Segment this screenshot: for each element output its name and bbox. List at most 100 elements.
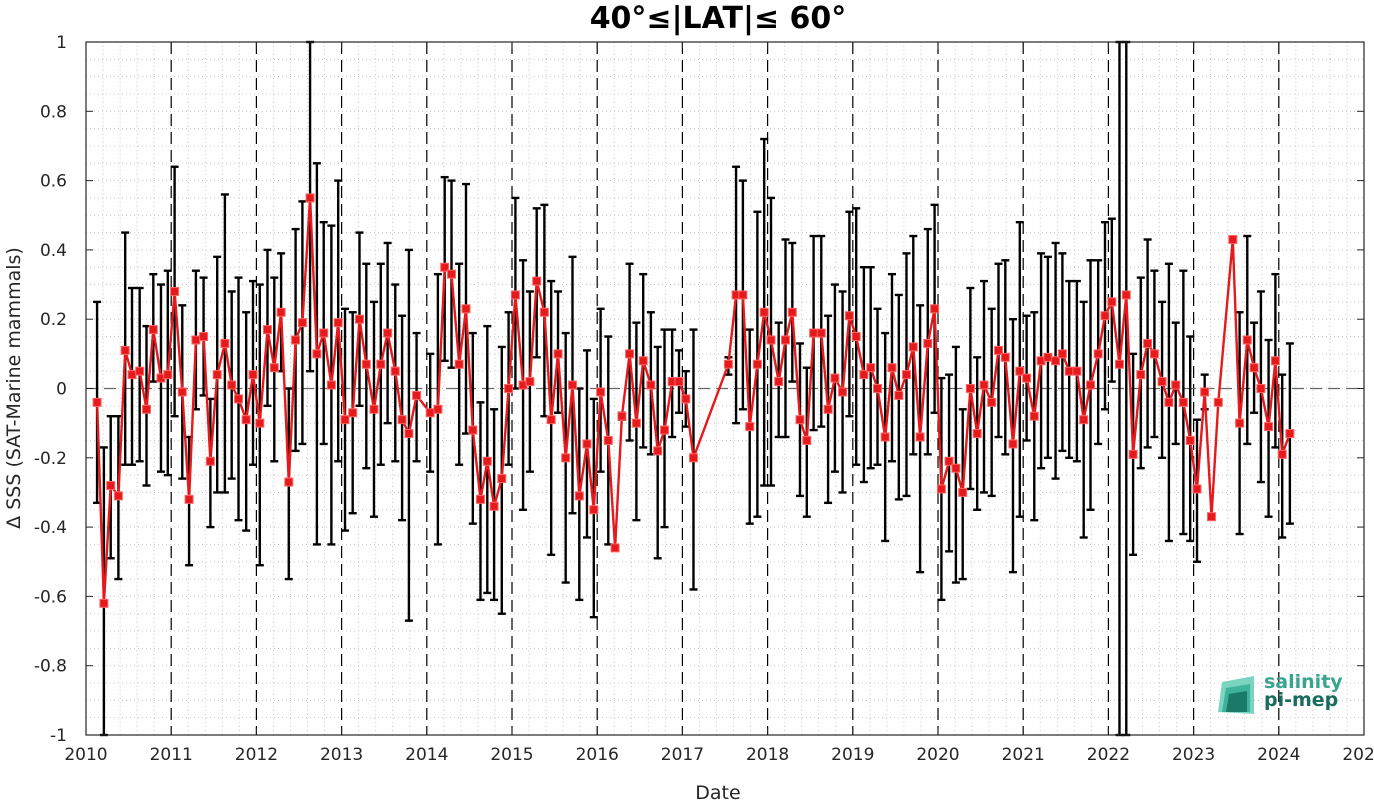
- data-point: [1143, 338, 1153, 348]
- data-point: [1128, 449, 1138, 459]
- data-point: [915, 432, 925, 442]
- data-point: [1277, 449, 1287, 459]
- data-point: [539, 307, 549, 317]
- data-point: [1100, 311, 1110, 321]
- data-point: [361, 359, 371, 369]
- data-point: [354, 314, 364, 324]
- x-tick-label: 2018: [746, 745, 789, 765]
- x-tick-label: 2024: [1257, 745, 1300, 765]
- data-point: [1008, 439, 1018, 449]
- data-point: [1022, 373, 1032, 383]
- data-point: [1249, 363, 1259, 373]
- data-point: [177, 387, 187, 397]
- data-point: [1114, 359, 1124, 369]
- data-point: [930, 304, 940, 314]
- data-point: [589, 505, 599, 515]
- data-point: [844, 311, 854, 321]
- data-point: [376, 359, 386, 369]
- data-point: [397, 415, 407, 425]
- y-tick-label: 1: [56, 33, 67, 53]
- data-point: [447, 269, 457, 279]
- data-point: [625, 349, 635, 359]
- data-point: [461, 304, 471, 314]
- data-point: [106, 481, 116, 491]
- data-point: [574, 491, 584, 501]
- x-tick-label: 2012: [235, 745, 278, 765]
- x-tick-label: 2022: [1087, 745, 1130, 765]
- data-point: [802, 435, 812, 445]
- data-point: [660, 425, 670, 435]
- data-point: [958, 487, 968, 497]
- x-tick-label: 2011: [150, 745, 193, 765]
- data-point: [979, 380, 989, 390]
- y-tick-label: 0.6: [40, 172, 67, 192]
- data-point: [1206, 512, 1216, 522]
- data-point: [809, 328, 819, 338]
- data-point: [553, 349, 563, 359]
- data-point: [92, 397, 102, 407]
- data-point: [390, 366, 400, 376]
- data-point: [475, 494, 485, 504]
- data-point: [220, 338, 230, 348]
- x-tick-label: 2010: [64, 745, 107, 765]
- data-point: [333, 318, 343, 328]
- data-point: [638, 356, 648, 366]
- data-point: [1121, 290, 1131, 300]
- y-tick-label: 0: [56, 380, 67, 400]
- data-point: [1270, 356, 1280, 366]
- y-tick-label: 0.2: [40, 310, 67, 330]
- data-point: [873, 384, 883, 393]
- data-point: [99, 598, 109, 608]
- data-point: [603, 435, 613, 445]
- data-point: [482, 456, 492, 466]
- x-tick-label: 2020: [916, 745, 959, 765]
- data-point: [433, 404, 443, 414]
- data-point: [1200, 387, 1210, 397]
- y-tick-label: 0.4: [40, 241, 67, 261]
- data-point: [284, 477, 294, 487]
- data-point: [532, 276, 542, 286]
- data-point: [617, 411, 627, 421]
- data-point: [851, 332, 861, 342]
- data-point: [787, 307, 797, 317]
- data-point: [297, 318, 307, 328]
- data-point: [688, 453, 698, 463]
- data-point: [120, 345, 130, 355]
- data-point: [1043, 352, 1053, 362]
- x-tick-label: 2014: [405, 745, 448, 765]
- data-point: [816, 328, 826, 338]
- data-point: [774, 377, 784, 387]
- data-point: [1235, 418, 1245, 428]
- x-tick-label: 2019: [831, 745, 874, 765]
- data-point: [170, 286, 180, 296]
- data-point: [759, 307, 769, 317]
- x-tick-label: 2013: [320, 745, 363, 765]
- data-point: [752, 359, 762, 369]
- y-tick-labels: -1 -0.8 -0.6 -0.4 -0.2 0 0.2 0.4 0.6 0.8 1: [34, 33, 1364, 746]
- data-point: [1185, 435, 1195, 445]
- data-point: [1079, 415, 1089, 425]
- data-point: [646, 380, 656, 390]
- logo-text-pi-mep: pi-mep: [1264, 689, 1338, 711]
- data-point: [255, 418, 265, 428]
- data-point: [936, 484, 946, 494]
- data-point: [468, 425, 478, 435]
- data-point: [1072, 366, 1082, 376]
- data-point: [901, 370, 911, 380]
- data-point: [148, 325, 158, 335]
- data-point: [1157, 377, 1167, 387]
- x-tick-label: 2015: [490, 745, 533, 765]
- data-point: [894, 390, 904, 400]
- data-point: [510, 290, 520, 300]
- data-point: [596, 387, 606, 397]
- data-point: [276, 307, 286, 317]
- data-point: [497, 474, 507, 484]
- data-point: [766, 335, 776, 345]
- data-point: [866, 363, 876, 373]
- data-point: [859, 370, 869, 380]
- data-point: [212, 370, 222, 380]
- data-point: [1192, 484, 1202, 494]
- logo-mark-icon: [1218, 676, 1254, 714]
- data-point: [199, 332, 209, 342]
